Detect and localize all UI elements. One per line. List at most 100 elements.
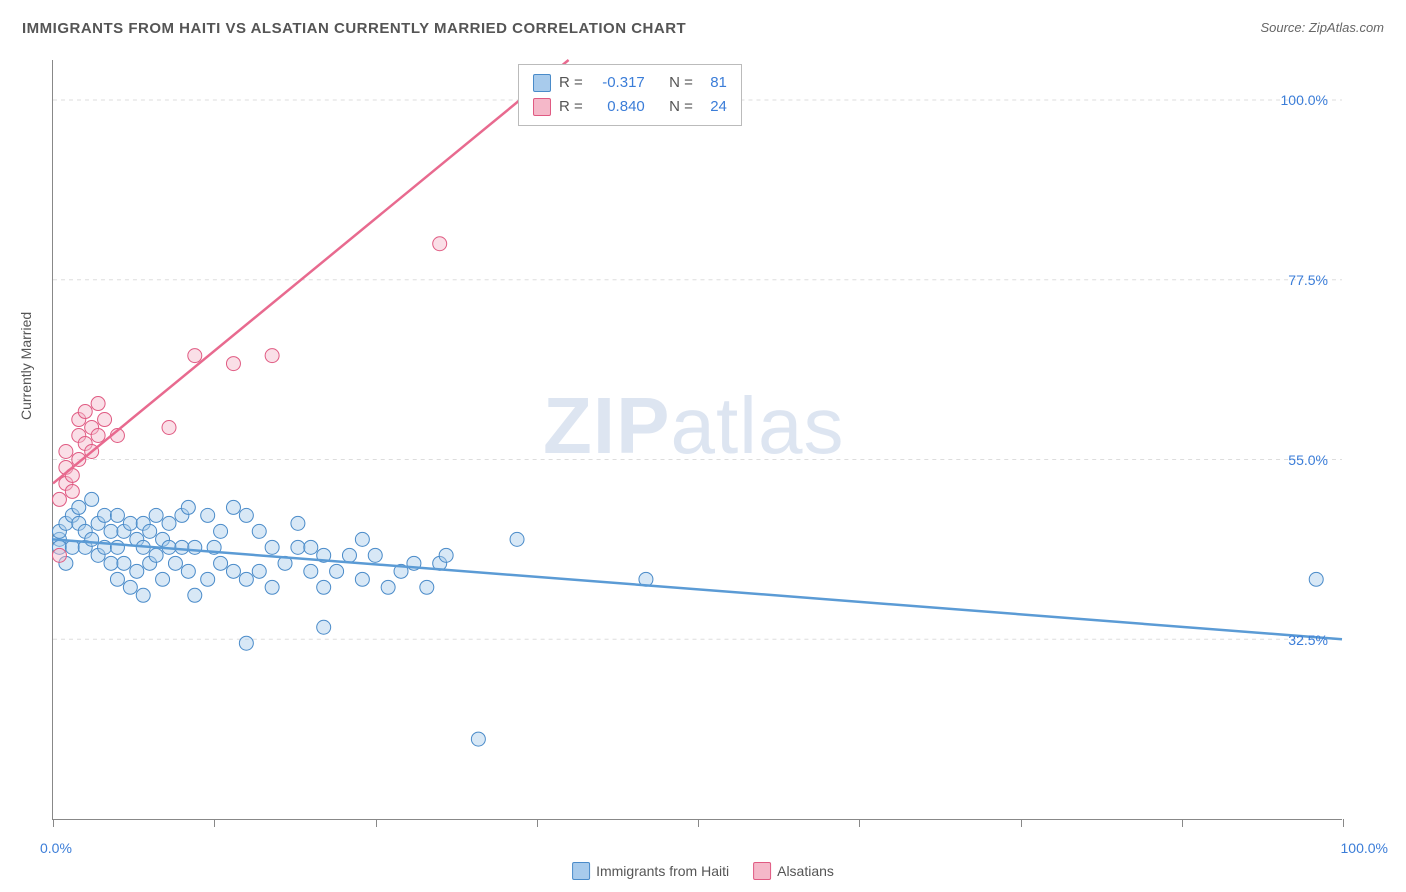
data-point	[136, 588, 150, 602]
data-point	[143, 524, 157, 538]
x-max-label: 100.0%	[1341, 840, 1388, 856]
data-point	[304, 564, 318, 578]
legend-swatch-2	[753, 862, 771, 880]
data-point	[181, 564, 195, 578]
data-point	[104, 556, 118, 570]
data-point	[226, 564, 240, 578]
chart-title: IMMIGRANTS FROM HAITI VS ALSATIAN CURREN…	[22, 20, 686, 37]
correlation-swatch-2	[533, 98, 551, 116]
scatter-plot-svg	[53, 60, 1342, 819]
data-point	[110, 508, 124, 522]
correlation-stats-box: R = -0.317 N = 81 R = 0.840 N = 24	[518, 64, 742, 126]
data-point	[226, 500, 240, 514]
y-tick-label: 32.5%	[1288, 632, 1328, 648]
data-point	[471, 732, 485, 746]
x-tick	[1021, 819, 1022, 827]
trend-line	[53, 60, 569, 483]
y-tick-label: 77.5%	[1288, 272, 1328, 288]
x-tick	[698, 819, 699, 827]
data-point	[291, 540, 305, 554]
data-point	[342, 548, 356, 562]
data-point	[175, 540, 189, 554]
data-point	[239, 572, 253, 586]
plot-area: ZIPatlas 32.5%55.0%77.5%100.0% R = -0.31…	[52, 60, 1342, 820]
x-tick	[214, 819, 215, 827]
data-point	[510, 532, 524, 546]
data-point	[1309, 572, 1323, 586]
data-point	[85, 492, 99, 506]
y-axis-label: Currently Married	[18, 312, 34, 420]
data-point	[239, 636, 253, 650]
data-point	[123, 516, 137, 530]
data-point	[98, 508, 112, 522]
data-point	[265, 349, 279, 363]
legend-item-2: Alsatians	[753, 862, 834, 880]
data-point	[330, 564, 344, 578]
x-tick	[1182, 819, 1183, 827]
data-point	[98, 413, 112, 427]
data-point	[433, 237, 447, 251]
data-point	[420, 580, 434, 594]
data-point	[91, 397, 105, 411]
x-tick	[53, 819, 54, 827]
x-tick	[1343, 819, 1344, 827]
data-point	[181, 500, 195, 514]
correlation-swatch-1	[533, 74, 551, 92]
data-point	[65, 484, 79, 498]
data-point	[188, 588, 202, 602]
x-tick	[859, 819, 860, 827]
data-point	[355, 572, 369, 586]
data-point	[149, 548, 163, 562]
data-point	[239, 508, 253, 522]
data-point	[381, 580, 395, 594]
legend-label-1: Immigrants from Haiti	[596, 863, 729, 879]
data-point	[110, 572, 124, 586]
data-point	[317, 620, 331, 634]
data-point	[130, 564, 144, 578]
data-point	[188, 540, 202, 554]
data-point	[52, 492, 66, 506]
data-point	[162, 516, 176, 530]
trend-line	[53, 539, 1342, 639]
data-point	[291, 516, 305, 530]
data-point	[252, 524, 266, 538]
correlation-row-2: R = 0.840 N = 24	[533, 95, 727, 119]
data-point	[317, 580, 331, 594]
data-point	[123, 580, 137, 594]
data-point	[104, 524, 118, 538]
data-point	[214, 524, 228, 538]
data-point	[226, 357, 240, 371]
correlation-row-1: R = -0.317 N = 81	[533, 71, 727, 95]
data-point	[78, 405, 92, 419]
data-point	[188, 349, 202, 363]
y-tick-label: 55.0%	[1288, 452, 1328, 468]
source-attribution: Source: ZipAtlas.com	[1260, 20, 1384, 35]
data-point	[91, 429, 105, 443]
data-point	[201, 572, 215, 586]
data-point	[72, 500, 86, 514]
data-point	[265, 580, 279, 594]
data-point	[201, 508, 215, 522]
data-point	[85, 532, 99, 546]
data-point	[168, 556, 182, 570]
x-tick	[537, 819, 538, 827]
x-min-label: 0.0%	[40, 840, 72, 856]
x-tick	[376, 819, 377, 827]
data-point	[156, 572, 170, 586]
data-point	[368, 548, 382, 562]
data-point	[355, 532, 369, 546]
y-tick-label: 100.0%	[1281, 92, 1328, 108]
data-point	[304, 540, 318, 554]
data-point	[252, 564, 266, 578]
data-point	[214, 556, 228, 570]
legend-item-1: Immigrants from Haiti	[572, 862, 729, 880]
data-point	[52, 548, 66, 562]
data-point	[265, 540, 279, 554]
legend: Immigrants from Haiti Alsatians	[572, 862, 834, 880]
data-point	[439, 548, 453, 562]
data-point	[59, 444, 73, 458]
legend-swatch-1	[572, 862, 590, 880]
data-point	[117, 556, 131, 570]
data-point	[110, 540, 124, 554]
data-point	[162, 421, 176, 435]
